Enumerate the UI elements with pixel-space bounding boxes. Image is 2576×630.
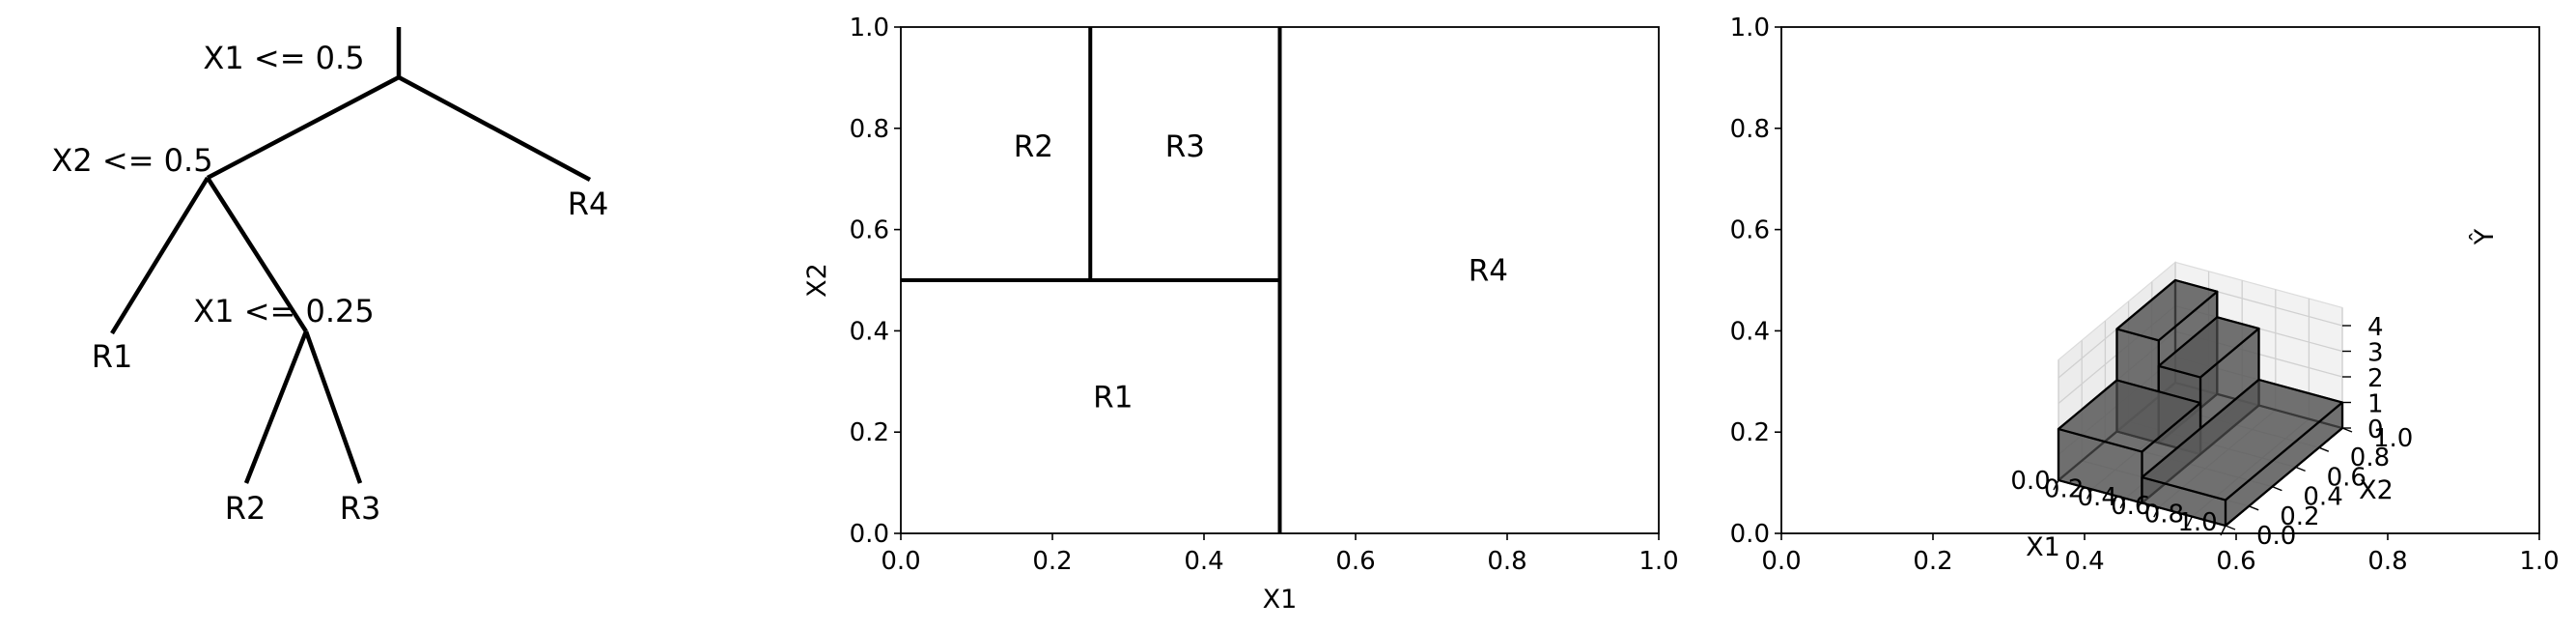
tree-leaf-label: R4 (568, 186, 609, 222)
y-tick-label: 0.0 (850, 520, 889, 549)
tree-edge-node2-right (206, 176, 308, 333)
y3d-tick-label: 0.2 (2280, 502, 2319, 531)
frame-y-tick-label: 0.8 (1730, 115, 1770, 144)
tree-edge-node3-right (303, 330, 363, 484)
frame-x-tick-label: 0.6 (2216, 547, 2255, 576)
region-label: R3 (1165, 129, 1205, 164)
y-axis-label: X2 (802, 263, 832, 298)
y-tick-label: 0.6 (850, 216, 889, 245)
y-tick-label: 0.8 (850, 115, 889, 144)
x3d-tick-label: 0.0 (2010, 467, 2050, 496)
plot-frame (1780, 26, 2540, 534)
frame-y-tick-label: 0.4 (1730, 317, 1770, 346)
y3d-axis-label: X2 (2359, 475, 2394, 505)
x3d-tick-mark (2086, 489, 2093, 500)
z3d-tick-label: 3 (2367, 339, 2384, 368)
y3d-tick-label: 0.0 (2256, 522, 2296, 551)
x3d-tick-label: 1.0 (2177, 508, 2217, 537)
y3d-tick-label: 0.4 (2303, 483, 2342, 512)
z3d-tick-label: 1 (2367, 390, 2384, 419)
frame-x-tick-label: 0.2 (1913, 547, 1952, 576)
x3d-axis-label: X1 (2026, 532, 2060, 562)
region-label: R1 (1093, 381, 1133, 415)
x-tick-label: 0.6 (1335, 547, 1375, 576)
tree-leaf-label: R2 (225, 490, 266, 527)
tree-split-label: X1 <= 0.25 (193, 293, 375, 329)
region-label: R4 (1469, 254, 1508, 289)
x3d-tick-label: 0.2 (2044, 475, 2084, 504)
partition-plot: R1 R2 R3 R4 0.0 0.2 0.4 0.6 0.8 1.0 0.0 0.2 0.4 0.6 0.… (802, 14, 1679, 615)
x3d-tick-mark (2153, 506, 2160, 518)
bar-top-face (2057, 379, 2202, 453)
frame-x-tick-label: 1.0 (2519, 547, 2559, 576)
x-axis-label: X1 (1263, 585, 1298, 615)
z3d-tick-label: 4 (2367, 313, 2384, 342)
plot-frame (900, 26, 1660, 534)
tree-edge-root-right (397, 75, 592, 182)
frame-x-tick-label: 0.8 (2367, 547, 2407, 576)
y3d-tick-mark (2225, 525, 2236, 530)
x-tick-label: 1.0 (1638, 547, 1678, 576)
frame-y-tick-label: 0.6 (1730, 216, 1770, 245)
y3d-tick-label: 0.6 (2327, 463, 2366, 492)
x3d-tick-mark (2119, 498, 2126, 509)
y3d-tick-mark (2272, 485, 2282, 492)
y3d-tick-mark (2318, 446, 2330, 452)
x3d-tick-label: 0.4 (2078, 483, 2117, 512)
region-label: R2 (1014, 129, 1053, 164)
x-tick-label: 0.0 (881, 547, 920, 576)
tree-split-label: X2 <= 0.5 (51, 142, 212, 179)
bar-top-face (2115, 278, 2219, 342)
x3d-tick-label: 0.8 (2144, 500, 2184, 529)
frame-y-tick-label: 0.0 (1730, 520, 1770, 549)
y-tick-label: 0.2 (850, 418, 889, 447)
z3d-tick-label: 0 (2367, 415, 2384, 444)
decision-tree: X1 <= 0.5 X2 <= 0.5 X1 <= 0.25 R1 R2 R3 R4 (51, 27, 608, 527)
x3d-tick-mark (2053, 479, 2059, 491)
x-tick-label: 0.4 (1184, 547, 1223, 576)
bar3d-plot: 0.00.20.40.60.81.0 0.00.20.40.60.81.00123… (1730, 14, 2560, 576)
tree-leaf-label: R3 (340, 490, 381, 527)
frame-x-tick-label: 0.4 (2064, 547, 2104, 576)
y-tick-label: 1.0 (850, 14, 889, 43)
y3d-tick-label: 0.8 (2350, 444, 2390, 472)
frame-x-tick-label: 0.0 (1761, 547, 1801, 576)
tree-split-label: X1 <= 0.5 (203, 40, 364, 76)
y-tick-label: 0.4 (850, 317, 889, 346)
frame-y-tick-label: 1.0 (1730, 14, 1770, 43)
tree-edge-node3-left (243, 330, 309, 484)
y3d-tick-label: 1.0 (2373, 424, 2413, 453)
y3d-tick-mark (2295, 466, 2306, 472)
tree-leaf-label: R1 (92, 338, 133, 375)
x-tick-label: 0.2 (1032, 547, 1072, 576)
y3d-tick-mark (2248, 505, 2259, 511)
tree-edge-root-left (206, 75, 401, 180)
z3d-axis-label: Ŷ (2469, 228, 2500, 245)
frame-y-tick-label: 0.2 (1730, 418, 1770, 447)
x-tick-label: 0.8 (1487, 547, 1526, 576)
x3d-tick-label: 0.6 (2111, 492, 2150, 521)
bar-top-face (2157, 316, 2260, 379)
tree-edge-node2-left (110, 176, 210, 335)
x3d-tick-mark (2186, 516, 2194, 527)
z3d-tick-label: 2 (2367, 364, 2384, 393)
